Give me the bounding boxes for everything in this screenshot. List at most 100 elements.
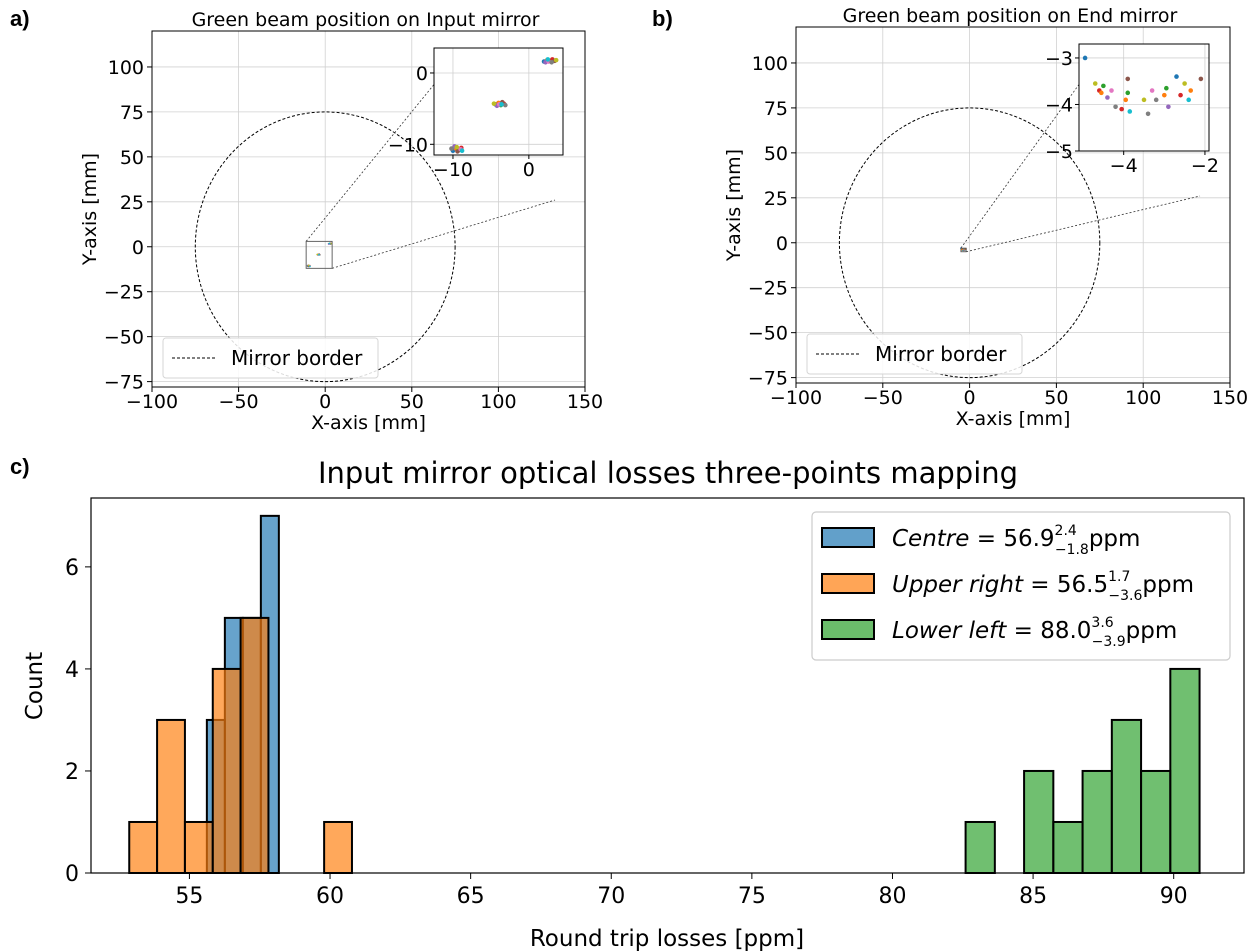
legend-unit-lower-left: ppm <box>1126 618 1178 644</box>
panel-b-zoom-box <box>960 247 967 253</box>
panel-b-inset-point-16 <box>1164 85 1169 91</box>
hist-bar-lower-left-7 <box>1169 667 1201 875</box>
panel-a-title: Green beam position on Input mirror <box>192 9 540 31</box>
panel-a-point-29 <box>309 265 311 268</box>
panel-b-inset-background <box>1079 44 1209 151</box>
panel-a-y-tick-label-4: 25 <box>120 192 144 214</box>
panel-b-inset-point-4 <box>1105 95 1110 100</box>
panel-b-legend-label: Mirror border <box>875 342 1007 366</box>
panel-b-inset-point-8 <box>1123 97 1129 103</box>
panel-c-x-axis-label: Round trip losses [ppm] <box>530 926 804 952</box>
hist-bar-lower-left-3 <box>1052 820 1084 875</box>
panel-b-beam-position-end-mirror: −100 −50 0 50 100 150 −75 −50 −25 0 25 50 75 100 Green… <box>723 5 1248 430</box>
legend-upper-error-upper-right: 1.7 <box>1108 569 1130 585</box>
panel-b-x-tick-label-5: 150 <box>1212 387 1248 409</box>
panel-b-y-tick-label-1: −50 <box>748 323 788 345</box>
panel-b-inset-point-25 <box>1153 97 1159 103</box>
panel-a-x-tick-label-4: 100 <box>480 391 516 413</box>
panel-a-y-tick-label-7: 100 <box>108 57 144 79</box>
hist-bar-lower-left-4 <box>1081 769 1113 874</box>
panel-b-inset-point-5 <box>1109 88 1114 93</box>
panel-b-y-axis-label: Y-axis [mm] <box>723 149 745 262</box>
panel-a-inset-point-9 <box>545 57 551 62</box>
legend-name-upper-right: Upper right <box>892 572 1024 598</box>
legend-swatch-centre <box>821 527 875 548</box>
legend-lower-error-lower-left: −3.9 <box>1092 634 1126 650</box>
panel-c-x-tick-label-0: 55 <box>175 884 203 909</box>
panel-c-y-axis-label: Count <box>22 652 48 720</box>
panel-b-inset-x-tick-label-0: −4 <box>1110 155 1138 177</box>
panel-b-point-25 <box>963 248 965 251</box>
hist-bar-lower-left-6 <box>1140 769 1172 874</box>
panel-b-inset-point-7 <box>1119 106 1124 112</box>
panel-b-x-tick-label-2: 0 <box>964 387 976 409</box>
panel-b-legend-box <box>806 333 1023 375</box>
panel-a-inset-x-tick-label-1: 0 <box>523 159 535 181</box>
panel-a-legend-box <box>162 337 379 379</box>
panel-b-inset-point-22 <box>1188 88 1194 93</box>
hist-bar-upper-right-0 <box>128 820 159 875</box>
legend-name-centre: Centre <box>892 526 969 552</box>
legend-unit-upper-right: ppm <box>1142 572 1194 598</box>
panel-a-point-19 <box>318 253 320 256</box>
panel-b-inset-point-17 <box>1166 104 1171 110</box>
legend-value-lower-left: 88.0 <box>1040 618 1091 644</box>
legend-entry-lower-left: Lower left = 88.03.6 −3.9ppm <box>892 615 1177 650</box>
panel-a-x-tick-label-5: 150 <box>567 391 603 413</box>
panel-label-c: c) <box>10 454 30 479</box>
panel-b-inset-point-13 <box>1145 111 1151 117</box>
panel-a-x-tick-label-1: −50 <box>219 391 259 413</box>
panel-c-x-tick-label-3: 70 <box>597 884 625 909</box>
panel-b-mirror-border <box>838 107 1101 379</box>
panel-b-inset-point-0 <box>1082 55 1088 61</box>
panel-a-inset-x-tick-label-0: −10 <box>433 159 473 181</box>
legend-unit-centre: ppm <box>1089 526 1141 552</box>
panel-b-inset-point-23 <box>1198 76 1204 82</box>
panel-b-inset-point-21 <box>1186 97 1191 103</box>
panel-label-b: b) <box>652 6 673 31</box>
legend-swatch-upper-right <box>821 573 875 594</box>
panel-a-x-tick-label-3: 50 <box>400 391 424 413</box>
panel-b-inset-frame <box>1078 43 1210 152</box>
panel-a-x-tick-label-2: 0 <box>319 391 331 413</box>
panel-b-inset-point-1 <box>1092 81 1098 86</box>
panel-a-y-tick-label-5: 50 <box>120 147 144 169</box>
panel-c-y-tick-label-0: 0 <box>65 862 79 887</box>
panel-b-inset-point-18 <box>1174 74 1179 79</box>
panel-a-y-tick-label-0: −75 <box>104 372 144 394</box>
legend-lower-error-upper-right: −3.6 <box>1108 588 1142 604</box>
panel-b-x-tick-label-3: 50 <box>1044 387 1068 409</box>
panel-b-x-tick-label-0: −100 <box>770 387 822 409</box>
legend-value-centre: 56.9 <box>1003 526 1054 552</box>
panel-a-y-tick-label-6: 75 <box>120 102 144 124</box>
panel-a-mirror-border <box>194 111 456 383</box>
panel-c-x-tick-label-1: 60 <box>316 884 344 909</box>
panel-a-beam-position-input-mirror: −100 −50 0 50 100 150−75−50−250255075100Green… <box>79 9 603 434</box>
legend-value-upper-right: 56.5 <box>1057 572 1108 598</box>
hist-bar-lower-left-0 <box>964 820 996 875</box>
legend-name-lower-left: Lower left <box>892 618 1007 644</box>
panel-a-axes-frame <box>151 30 586 388</box>
panel-c-legend-box <box>811 511 1231 661</box>
panel-a-y-tick-label-2: −25 <box>104 282 144 304</box>
panel-b-inset-y-tick-label-2: −3 <box>1045 48 1073 70</box>
panel-a-inset-point-19 <box>499 102 504 107</box>
hist-bar-upper-right-2 <box>183 820 214 875</box>
panel-b-inset-point-11 <box>1125 76 1131 82</box>
panel-b-axes-frame <box>795 26 1231 384</box>
legend-equals-upper-right: = <box>1023 572 1057 598</box>
hist-bar-upper-right-7 <box>323 820 353 875</box>
hist-bar-upper-right-3 <box>211 667 242 875</box>
panel-b-x-tick-label-1: −50 <box>863 387 903 409</box>
panel-b-inset-point-15 <box>1162 92 1167 98</box>
panel-b-x-tick-label-4: 100 <box>1125 387 1161 409</box>
panel-b-title: Green beam position on End mirror <box>843 5 1178 27</box>
panel-a-point-9 <box>328 242 331 245</box>
legend-upper-error-lower-left: 3.6 <box>1091 615 1113 631</box>
panel-b-inset-point-24 <box>1099 90 1104 96</box>
panel-a-inset-point-17 <box>503 102 508 108</box>
panel-b-inset-x-tick-label-1: −2 <box>1191 155 1219 177</box>
panel-b-y-tick-label-0: −75 <box>748 368 788 390</box>
panel-a-inset-point-28 <box>454 144 460 150</box>
